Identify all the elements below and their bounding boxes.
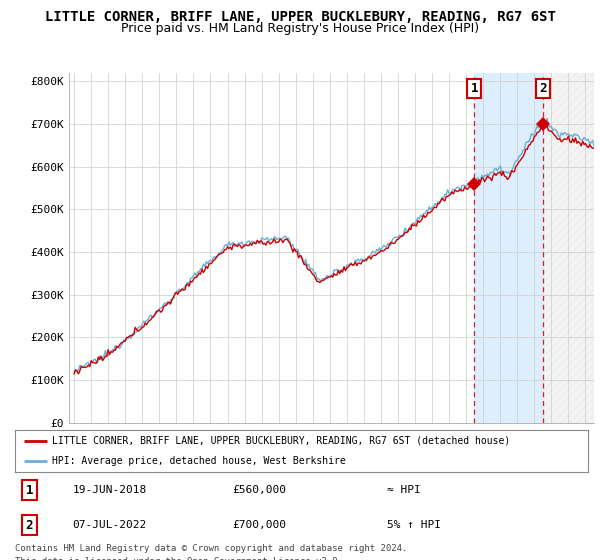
Bar	[543, 73, 594, 423]
Text: 19-JUN-2018: 19-JUN-2018	[73, 485, 146, 495]
Text: 2: 2	[539, 82, 547, 95]
Text: Contains HM Land Registry data © Crown copyright and database right 2024.: Contains HM Land Registry data © Crown c…	[15, 544, 407, 553]
Text: LITTLE CORNER, BRIFF LANE, UPPER BUCKLEBURY, READING, RG7 6ST: LITTLE CORNER, BRIFF LANE, UPPER BUCKLEB…	[44, 10, 556, 24]
Text: LITTLE CORNER, BRIFF LANE, UPPER BUCKLEBURY, READING, RG7 6ST (detached house): LITTLE CORNER, BRIFF LANE, UPPER BUCKLEB…	[52, 436, 511, 446]
Text: 07-JUL-2022: 07-JUL-2022	[73, 520, 146, 530]
Text: ≈ HPI: ≈ HPI	[388, 485, 421, 495]
Text: Price paid vs. HM Land Registry's House Price Index (HPI): Price paid vs. HM Land Registry's House …	[121, 22, 479, 35]
Text: HPI: Average price, detached house, West Berkshire: HPI: Average price, detached house, West…	[52, 456, 346, 466]
Text: This data is licensed under the Open Government Licence v3.0.: This data is licensed under the Open Gov…	[15, 557, 343, 560]
Text: 1: 1	[26, 483, 33, 497]
Text: £560,000: £560,000	[233, 485, 287, 495]
Text: 2: 2	[26, 519, 33, 532]
Text: £700,000: £700,000	[233, 520, 287, 530]
Bar	[474, 73, 543, 423]
Text: 1: 1	[470, 82, 478, 95]
Text: 5% ↑ HPI: 5% ↑ HPI	[388, 520, 442, 530]
